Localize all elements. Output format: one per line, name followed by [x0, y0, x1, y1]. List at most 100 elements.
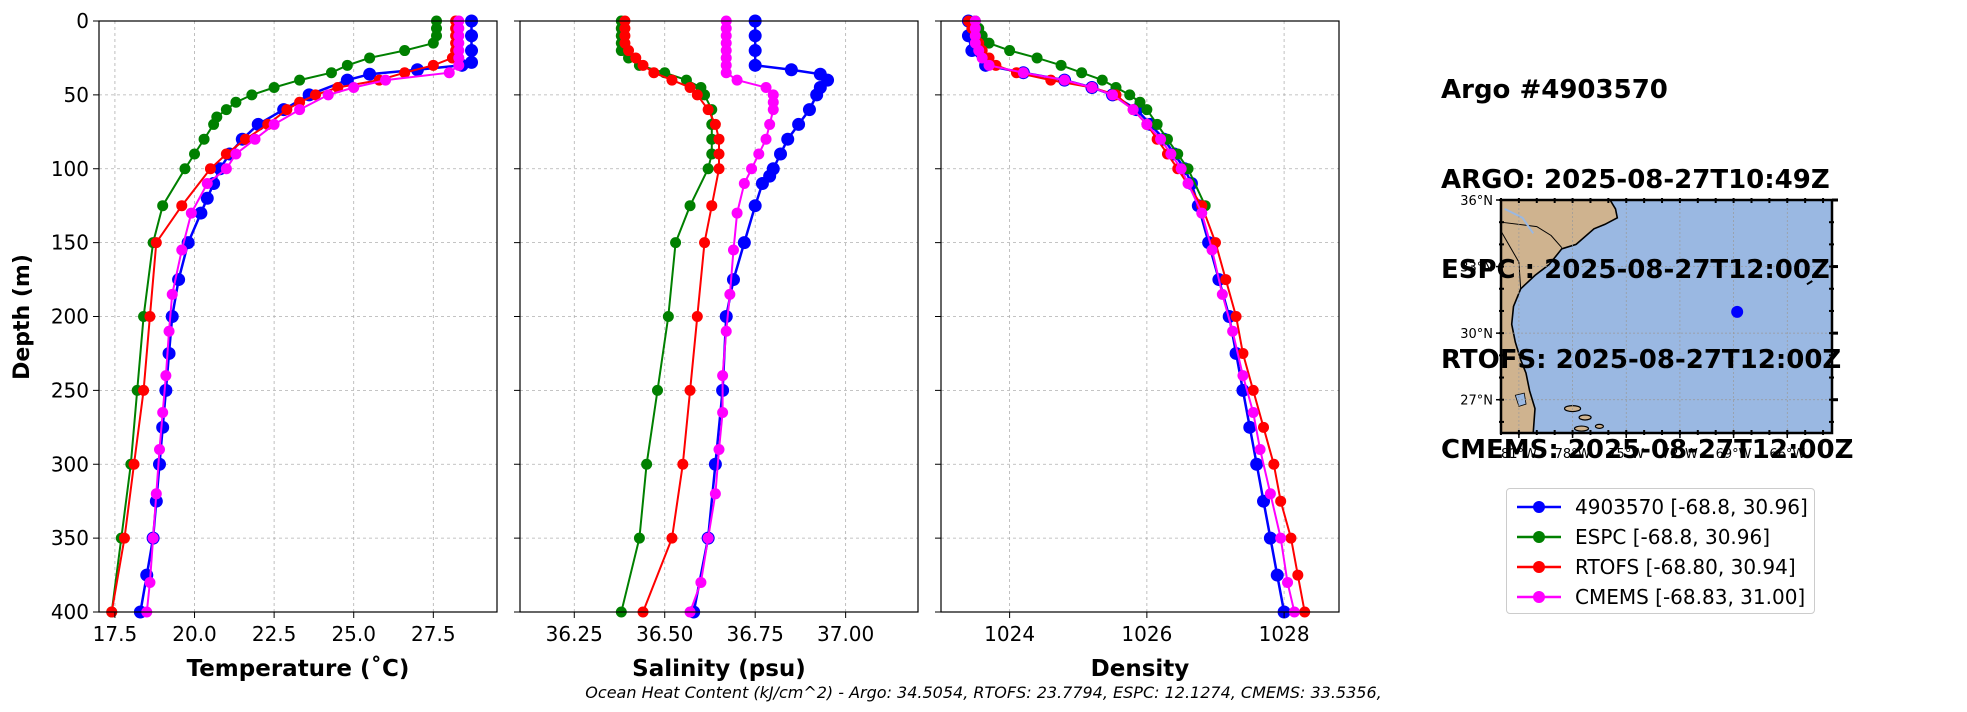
- map-lat-label: 36°N: [1460, 194, 1493, 209]
- data-point-argo: [200, 191, 214, 205]
- data-point-cmems: [453, 59, 465, 71]
- x-tick-label: 25.0: [331, 622, 376, 646]
- data-point-argo: [802, 103, 816, 117]
- data-point-espc: [702, 163, 714, 175]
- x-axis-label: Salinity (psu): [632, 656, 806, 682]
- data-point-rtofs: [713, 163, 725, 175]
- map-lon-label: 75°W: [1608, 447, 1644, 462]
- data-point-argo: [152, 457, 166, 471]
- data-point-espc: [1004, 45, 1016, 57]
- data-point-argo: [748, 58, 762, 72]
- x-axis-label: Temperature (˚C): [187, 655, 410, 682]
- data-point-espc: [684, 200, 696, 212]
- data-point-espc: [341, 59, 353, 71]
- data-point-rtofs: [399, 67, 411, 79]
- data-point-cmems: [760, 133, 772, 145]
- data-point-rtofs: [1285, 532, 1297, 544]
- profile-panel-2: 36.25 36.50 36.75 37.00 Salinity (psu): [514, 14, 919, 682]
- data-point-argo: [748, 29, 762, 43]
- data-point-argo: [755, 177, 769, 191]
- data-point-cmems: [1107, 89, 1119, 101]
- data-point-cmems: [1237, 370, 1249, 382]
- data-point-argo: [737, 236, 751, 250]
- data-point-argo: [784, 63, 798, 77]
- y-tick-label: 100: [51, 157, 89, 181]
- data-point-argo: [1250, 457, 1264, 471]
- x-tick-label: 1024: [984, 622, 1035, 646]
- data-point-rtofs: [702, 104, 714, 116]
- data-point-espc: [1141, 104, 1153, 116]
- data-point-espc: [157, 200, 169, 212]
- data-point-cmems: [764, 118, 776, 130]
- data-point-argo: [726, 273, 740, 287]
- map-island-bermuda: [1806, 280, 1813, 286]
- legend-label: RTOFS [-68.80, 30.94]: [1575, 555, 1796, 579]
- data-point-espc: [427, 37, 439, 49]
- data-point-argo: [781, 132, 795, 146]
- data-point-cmems: [163, 325, 175, 337]
- legend-marker-cmems: [1517, 591, 1561, 603]
- data-point-rtofs: [1275, 495, 1287, 507]
- data-point-cmems: [220, 163, 232, 175]
- map-island: [1578, 414, 1592, 421]
- data-point-rtofs: [684, 384, 696, 396]
- data-point-rtofs: [204, 163, 216, 175]
- data-point-rtofs: [118, 532, 130, 544]
- x-tick-label: 1026: [1121, 622, 1172, 646]
- legend-label: 4903570 [-68.8, 30.96]: [1575, 495, 1808, 519]
- x-tick-label: 27.5: [411, 622, 456, 646]
- data-point-rtofs: [648, 67, 660, 79]
- legend-marker-argo: [1517, 501, 1561, 513]
- data-point-rtofs: [281, 104, 293, 116]
- map-lon-label: 66°W: [1769, 447, 1805, 462]
- data-point-cmems: [713, 443, 725, 455]
- y-tick-label: 0: [76, 9, 89, 33]
- data-point-rtofs: [713, 148, 725, 160]
- data-point-rtofs: [239, 133, 251, 145]
- x-axis-label: Density: [1091, 656, 1190, 682]
- data-point-espc: [983, 37, 995, 49]
- data-point-cmems: [760, 81, 772, 93]
- data-point-argo: [810, 88, 824, 102]
- data-point-argo: [792, 117, 806, 131]
- map-lat-label: 27°N: [1460, 394, 1493, 409]
- data-point-rtofs: [1258, 421, 1270, 433]
- data-point-cmems: [249, 133, 261, 145]
- y-tick-label: 200: [51, 305, 89, 329]
- data-point-espc: [208, 118, 220, 130]
- data-point-rtofs: [220, 148, 232, 160]
- data-point-cmems: [746, 163, 758, 175]
- map-lake: [1514, 392, 1527, 407]
- legend-entry-argo: 4903570 [-68.8, 30.96]: [1517, 492, 1808, 522]
- data-point-rtofs: [150, 237, 162, 249]
- data-point-argo: [156, 420, 170, 434]
- data-point-rtofs: [709, 118, 721, 130]
- legend-entry-cmems: CMEMS [-68.83, 31.00]: [1517, 582, 1805, 612]
- data-point-cmems: [150, 488, 162, 500]
- data-point-cmems: [983, 59, 995, 71]
- title-line: Argo #4903570: [1441, 75, 1668, 105]
- data-point-cmems: [1206, 244, 1218, 256]
- map-border: [1500, 230, 1522, 289]
- data-point-cmems: [1155, 133, 1167, 145]
- data-point-espc: [268, 81, 280, 93]
- data-point-cmems: [1017, 67, 1029, 79]
- data-point-cmems: [720, 325, 732, 337]
- data-point-cmems: [1282, 576, 1294, 588]
- x-tick-label: 37.00: [817, 622, 874, 646]
- data-point-cmems: [727, 244, 739, 256]
- data-point-espc: [1096, 74, 1108, 86]
- data-point-argo: [1263, 531, 1277, 545]
- data-point-cmems: [720, 67, 732, 79]
- data-point-rtofs: [637, 59, 649, 71]
- data-point-espc: [198, 133, 210, 145]
- data-point-cmems: [1227, 325, 1239, 337]
- y-tick-label: 250: [51, 378, 89, 402]
- data-point-cmems: [1141, 118, 1153, 130]
- legend-label: ESPC [-68.8, 30.96]: [1575, 525, 1771, 549]
- legend-marker-rtofs: [1517, 561, 1561, 573]
- data-point-cmems: [976, 52, 988, 64]
- data-point-rtofs: [1247, 384, 1259, 396]
- data-point-espc: [325, 67, 337, 79]
